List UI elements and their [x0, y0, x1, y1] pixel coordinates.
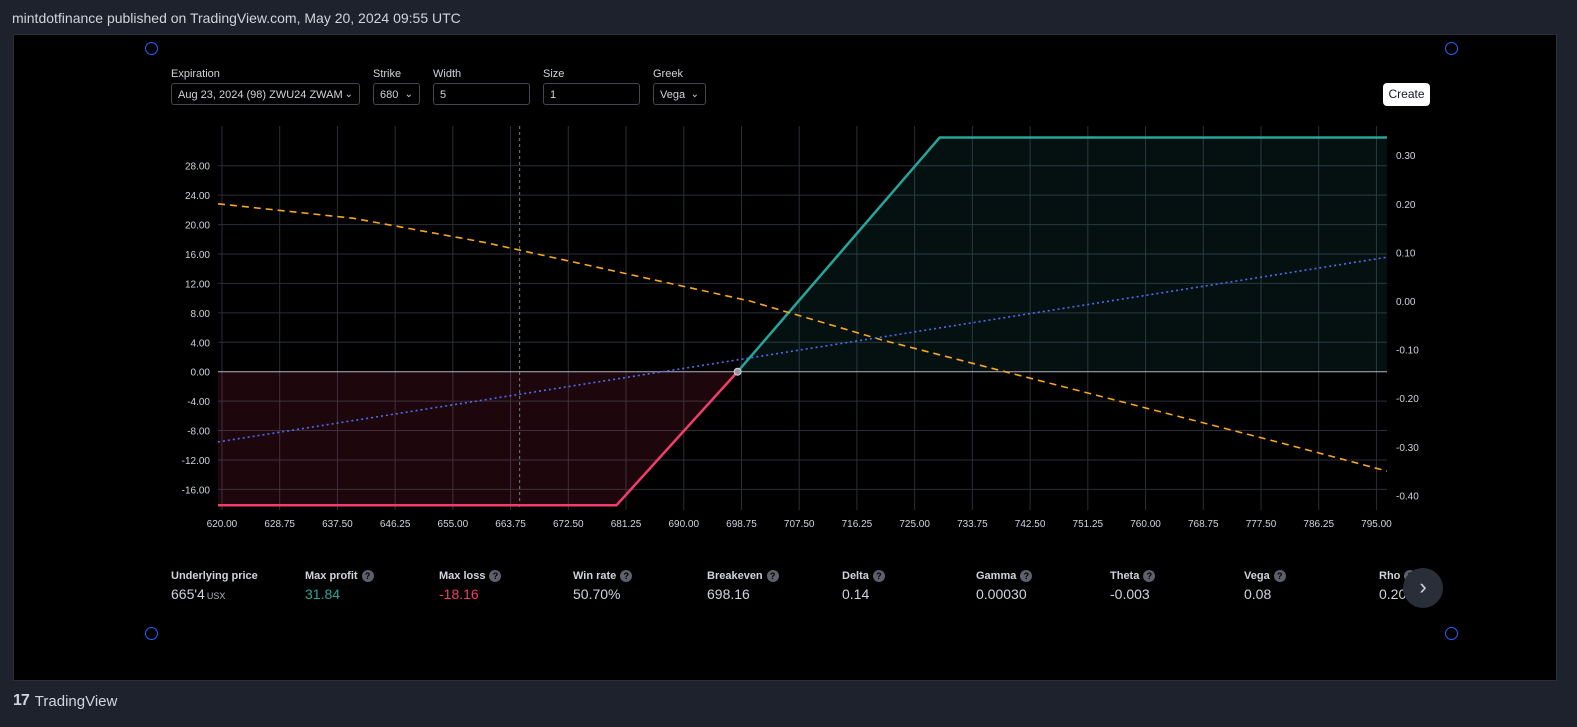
stat-value: 0.14	[842, 586, 885, 602]
stat-unit: USX	[206, 591, 226, 601]
stat-max-profit: Max profit? 31.84	[305, 570, 374, 602]
stat-label: Gamma?	[976, 570, 1033, 582]
stat-max-loss: Max loss? -18.16	[439, 570, 502, 602]
strike-select[interactable]: 680 ⌄	[373, 83, 420, 105]
strike-value: 680	[380, 89, 399, 101]
help-circle-icon[interactable]: ?	[872, 570, 885, 582]
stat-value-text: 31.84	[305, 586, 341, 602]
tradingview-logo-icon: 17	[13, 692, 30, 709]
brand-name: TradingView	[34, 692, 118, 710]
help-circle-icon[interactable]: ?	[766, 570, 779, 582]
stat-label: Max profit?	[305, 570, 374, 582]
stat-value-text: 0.08	[1244, 586, 1272, 602]
stat-value-text: -0.003	[1110, 586, 1150, 602]
stat-label: Underlying price	[171, 570, 258, 582]
stat-label: Win rate?	[573, 570, 633, 582]
stat-label: Delta?	[842, 570, 885, 582]
stat-gamma: Gamma? 0.00030	[976, 570, 1033, 602]
stat-label-text: Gamma	[976, 570, 1017, 582]
chevron-right-icon: ›	[1419, 574, 1427, 599]
stat-theta: Theta? -0.003	[1110, 570, 1156, 602]
stat-label-text: Win rate	[573, 570, 617, 582]
stat-value: -18.16	[439, 586, 501, 602]
greek-value: Vega	[660, 89, 686, 101]
stat-value: 698.16	[707, 586, 779, 602]
stat-value: 0.08	[1244, 586, 1286, 602]
stat-vega: Vega? 0.08	[1244, 570, 1286, 602]
width-input[interactable]: 5	[433, 83, 530, 105]
stat-label-text: Vega	[1244, 570, 1270, 582]
stat-value: 50.70%	[573, 586, 632, 602]
stat-value: -0.003	[1110, 586, 1155, 602]
help-circle-icon[interactable]: ?	[489, 570, 502, 582]
stat-label: Theta?	[1110, 570, 1156, 582]
stat-value-text: 0.00030	[976, 586, 1027, 602]
stat-value-text: -18.16	[439, 586, 479, 602]
width-label: Width	[433, 68, 462, 80]
chevron-down-icon: ⌄	[344, 89, 353, 100]
stat-win-rate: Win rate? 50.70%	[573, 570, 633, 602]
selection-handle-top-right[interactable]	[1445, 42, 1458, 55]
greek-select[interactable]: Vega ⌄	[653, 83, 706, 105]
stat-value: 31.84	[305, 586, 374, 602]
greek-label: Greek	[653, 68, 683, 80]
stat-label-text: Max profit	[305, 570, 358, 582]
selection-handle-top-left[interactable]	[145, 42, 158, 55]
expiration-value: Aug 23, 2024 (98) ZWU24 ZWAM	[178, 89, 343, 101]
stat-value: 0.00030	[976, 586, 1032, 602]
expiration-select[interactable]: Aug 23, 2024 (98) ZWU24 ZWAM ⌄	[171, 83, 360, 105]
stat-label-text: Rho	[1379, 570, 1401, 582]
help-circle-icon[interactable]: ?	[620, 570, 633, 582]
stat-label-text: Theta	[1110, 570, 1140, 582]
stat-label-text: Delta	[842, 570, 869, 582]
stat-label: Max loss?	[439, 570, 502, 582]
stat-breakeven: Breakeven? 698.16	[707, 570, 779, 602]
strike-label: Strike	[373, 68, 402, 80]
help-circle-icon[interactable]: ?	[1273, 570, 1286, 582]
stat-delta: Delta? 0.14	[842, 570, 885, 602]
expiration-label: Expiration	[171, 68, 220, 80]
stat-label-text: Underlying price	[171, 570, 258, 582]
stat-label: Vega?	[1244, 570, 1286, 582]
selection-handle-bottom-right[interactable]	[1445, 627, 1458, 640]
help-circle-icon[interactable]: ?	[361, 570, 374, 582]
tradingview-brand[interactable]: 17 TradingView	[13, 692, 117, 710]
stat-value-text: 0.14	[842, 586, 870, 602]
stat-label: Breakeven?	[707, 570, 779, 582]
stat-label-text: Max loss	[439, 570, 486, 582]
selection-handle-bottom-left[interactable]	[145, 627, 158, 640]
stat-label-text: Breakeven	[707, 570, 763, 582]
stat-value-text: 665'4	[171, 586, 205, 602]
publish-info: mintdotfinance published on TradingView.…	[12, 10, 461, 26]
size-label: Size	[543, 68, 565, 80]
width-value: 5	[440, 89, 447, 101]
stat-value: 0.20	[1379, 586, 1416, 602]
stat-value: 665'4 USX	[171, 586, 258, 602]
stat-value-text: 698.16	[707, 586, 750, 602]
stat-value-text: 50.70%	[573, 586, 621, 602]
size-value: 1	[550, 89, 557, 101]
help-circle-icon[interactable]: ?	[1020, 570, 1033, 582]
next-button[interactable]: ›	[1403, 568, 1443, 608]
help-circle-icon[interactable]: ?	[1143, 570, 1156, 582]
chevron-down-icon: ⌄	[404, 89, 413, 100]
create-button[interactable]: Create	[1383, 83, 1430, 106]
chevron-down-icon: ⌄	[690, 89, 699, 100]
stat-underlying-price: Underlying price 665'4 USX	[171, 570, 258, 602]
size-input[interactable]: 1	[543, 83, 640, 105]
stat-value-text: 0.20	[1379, 586, 1407, 602]
